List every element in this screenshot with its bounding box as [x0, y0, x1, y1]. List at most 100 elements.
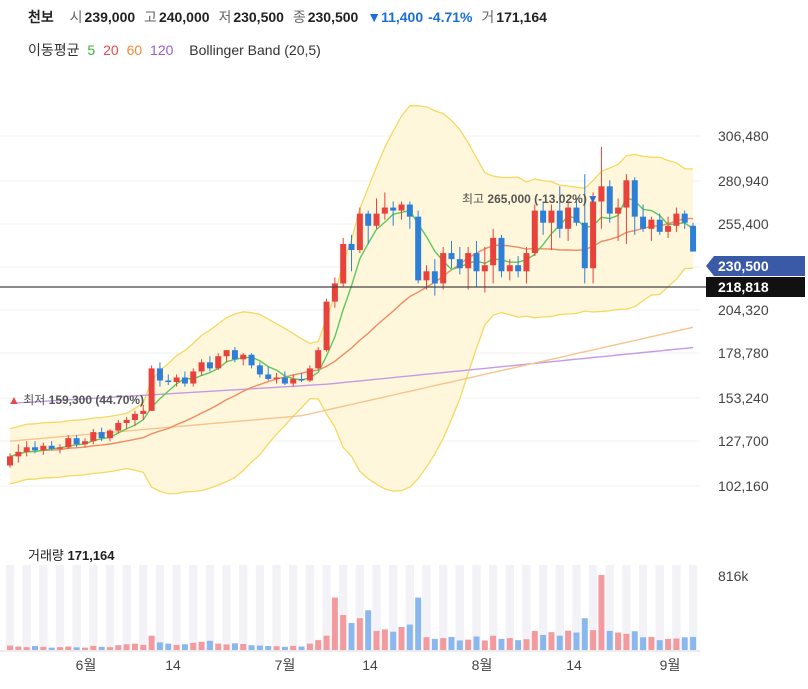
close-label: 종	[292, 9, 306, 25]
volume-bar	[223, 644, 230, 650]
volume-bar	[548, 632, 555, 650]
volume-bar	[256, 645, 263, 650]
candle-body	[673, 213, 680, 226]
volume-panel-value: 171,164	[67, 548, 115, 563]
volume-bar	[31, 646, 38, 650]
volume-tick-label: 816k	[718, 568, 749, 584]
x-tick-label: 14	[362, 657, 378, 673]
x-tick-label: 7월	[275, 657, 296, 673]
volume-bar	[148, 635, 155, 650]
candle-body	[231, 350, 238, 360]
volume-bar	[640, 637, 647, 650]
volume-bar	[106, 647, 113, 650]
ma-20-label: 20	[103, 42, 119, 58]
candle-body	[656, 219, 663, 232]
volume-bar	[215, 643, 222, 650]
x-tick-label: 6월	[76, 657, 97, 673]
candle-body	[48, 445, 55, 449]
candle-body	[265, 374, 272, 379]
reference-price-label: 218,818	[718, 279, 769, 295]
x-tick-label: 14	[566, 657, 582, 673]
candle-body	[431, 271, 438, 284]
bollinger-label: Bollinger Band (20,5)	[189, 42, 321, 58]
candle-body	[598, 186, 605, 202]
candle-body	[256, 365, 263, 375]
candle-body	[390, 207, 397, 211]
candle-body	[215, 356, 222, 369]
low-annotation: ▲ 최저 159,300 (44.70%)	[8, 393, 144, 407]
candle-body	[56, 447, 63, 449]
volume-bar	[48, 647, 55, 650]
candle-body	[273, 377, 280, 379]
volume-bar	[181, 644, 188, 650]
current-price-label: 230,500	[718, 258, 769, 274]
candle-body	[123, 419, 130, 423]
candle-body	[165, 380, 172, 383]
low-label: 저	[218, 9, 232, 25]
volume-bar	[431, 638, 438, 650]
candle-body	[540, 210, 547, 223]
volume-bar	[123, 644, 130, 650]
candle-body	[440, 253, 447, 284]
y-tick-label: 306,480	[718, 128, 769, 144]
volume-bar	[498, 638, 505, 650]
candle-body	[498, 237, 505, 272]
volume-bar	[331, 597, 338, 650]
low-value: 230,500	[233, 9, 284, 25]
volume-bar	[481, 640, 488, 650]
ma-120-line	[9, 346, 694, 404]
volume-bar	[590, 630, 597, 650]
candle-body	[481, 265, 488, 272]
candle-body	[648, 219, 655, 229]
volume-bar	[323, 635, 330, 650]
change-arrow-icon: ▼	[367, 9, 382, 25]
candle-body	[356, 213, 363, 251]
candle-body	[31, 447, 38, 451]
candle-body	[348, 243, 355, 251]
candle-body	[556, 210, 563, 229]
close-value: 230,500	[307, 9, 359, 25]
volume-bar	[440, 638, 447, 650]
candle-body	[206, 362, 213, 369]
volume-bar	[473, 636, 480, 650]
volume-bar	[456, 640, 463, 650]
volume-bar	[648, 636, 655, 650]
volume-bar	[690, 636, 697, 650]
candle-body	[581, 222, 588, 269]
candle-body	[681, 213, 688, 223]
volume-bar	[56, 647, 63, 650]
volume-bar	[81, 647, 88, 650]
ma-60-label: 60	[126, 42, 143, 58]
volume-bar	[281, 646, 288, 650]
volume-bar	[573, 632, 580, 650]
candle-body	[531, 210, 538, 254]
change-value: 11,400	[381, 9, 424, 25]
candle-body	[615, 207, 622, 214]
volume-bar	[415, 597, 422, 650]
candle-body	[373, 213, 380, 226]
candle-body	[156, 368, 163, 381]
candle-body	[490, 237, 497, 266]
candle-body	[315, 350, 322, 369]
y-tick-label: 127,700	[718, 433, 769, 449]
candle-body	[7, 456, 13, 466]
volume-bar	[606, 630, 613, 650]
x-tick-label: 14	[165, 657, 181, 673]
candle-body	[690, 225, 697, 252]
candle-body	[148, 368, 155, 411]
candle-body	[406, 204, 413, 217]
volume-bar	[523, 639, 530, 650]
volume-bar	[40, 646, 47, 650]
volume-bar	[390, 631, 397, 650]
candle-body	[423, 271, 430, 281]
volume-value: 171,164	[496, 9, 547, 25]
candle-body	[340, 243, 347, 284]
indicator-legend[interactable]: 이동평균 5 20 60 120 Bollinger Band (20,5)	[28, 40, 325, 60]
volume-bar	[265, 646, 272, 650]
volume-bar	[140, 644, 147, 650]
volume-bar	[556, 635, 563, 650]
ma-label: 이동평균	[28, 42, 80, 58]
candle-body	[456, 259, 463, 269]
quote-header: 천보 시 239,000 고 240,000 저 230,500 종 230,500 ▼…	[28, 7, 552, 27]
